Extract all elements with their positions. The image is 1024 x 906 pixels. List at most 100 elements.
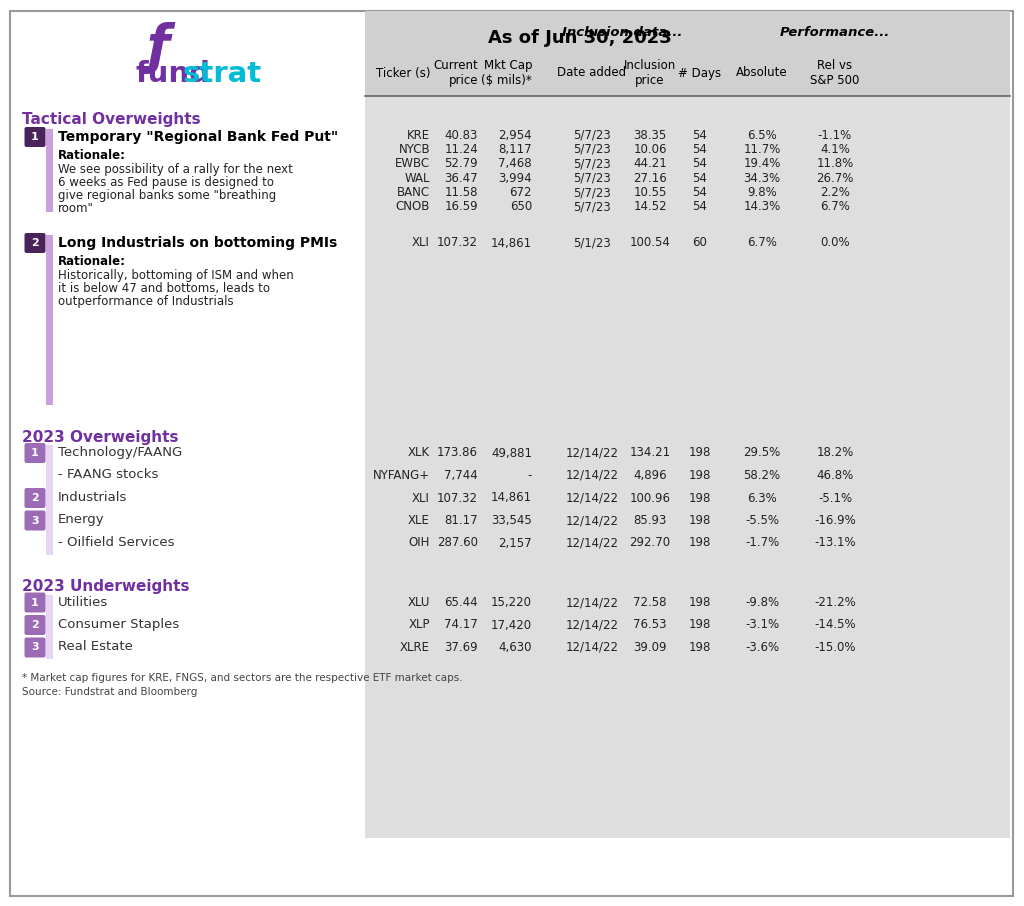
Text: 287.60: 287.60 bbox=[437, 536, 478, 550]
Text: 11.58: 11.58 bbox=[444, 186, 478, 199]
FancyBboxPatch shape bbox=[25, 443, 45, 463]
Text: 107.32: 107.32 bbox=[437, 236, 478, 249]
Text: 1: 1 bbox=[31, 597, 39, 608]
Text: 6.3%: 6.3% bbox=[748, 491, 777, 505]
Text: 4,896: 4,896 bbox=[633, 469, 667, 482]
Text: 52.79: 52.79 bbox=[444, 158, 478, 170]
Text: 2,954: 2,954 bbox=[499, 129, 532, 141]
Text: 1: 1 bbox=[31, 132, 39, 142]
Text: 5/7/23: 5/7/23 bbox=[573, 143, 611, 156]
Text: 3: 3 bbox=[31, 516, 39, 525]
Text: 173.86: 173.86 bbox=[437, 447, 478, 459]
Text: Energy: Energy bbox=[58, 514, 104, 526]
Text: -3.1%: -3.1% bbox=[744, 619, 779, 631]
Text: Performance...: Performance... bbox=[780, 25, 890, 38]
Text: 2,157: 2,157 bbox=[499, 536, 532, 550]
Text: 198: 198 bbox=[689, 447, 712, 459]
Text: -1.1%: -1.1% bbox=[818, 129, 852, 141]
Text: As of Jun 30, 2023: As of Jun 30, 2023 bbox=[488, 29, 672, 47]
Text: XLK: XLK bbox=[408, 447, 430, 459]
Text: 12/14/22: 12/14/22 bbox=[565, 514, 618, 527]
FancyBboxPatch shape bbox=[25, 638, 45, 658]
FancyBboxPatch shape bbox=[25, 615, 45, 635]
Text: 76.53: 76.53 bbox=[633, 619, 667, 631]
Text: -3.6%: -3.6% bbox=[744, 641, 779, 654]
Text: 10.55: 10.55 bbox=[633, 186, 667, 199]
FancyBboxPatch shape bbox=[25, 510, 45, 531]
Text: 292.70: 292.70 bbox=[630, 536, 671, 550]
Text: 5/7/23: 5/7/23 bbox=[573, 171, 611, 185]
Bar bbox=[365, 11, 1010, 96]
Text: 74.17: 74.17 bbox=[444, 619, 478, 631]
Text: 54: 54 bbox=[692, 158, 708, 170]
Text: Date added: Date added bbox=[557, 66, 627, 80]
Text: 12/14/22: 12/14/22 bbox=[565, 641, 618, 654]
Text: Temporary "Regional Bank Fed Put": Temporary "Regional Bank Fed Put" bbox=[58, 130, 338, 144]
Text: 11.8%: 11.8% bbox=[816, 158, 854, 170]
Text: OIH: OIH bbox=[409, 536, 430, 550]
Text: 54: 54 bbox=[692, 186, 708, 199]
Text: 19.4%: 19.4% bbox=[743, 158, 780, 170]
Text: NYCB: NYCB bbox=[398, 143, 430, 156]
Text: 40.83: 40.83 bbox=[444, 129, 478, 141]
Text: Rationale:: Rationale: bbox=[58, 149, 126, 162]
Text: 134.21: 134.21 bbox=[630, 447, 671, 459]
Text: Ticker (s): Ticker (s) bbox=[376, 66, 430, 80]
Text: 1: 1 bbox=[31, 448, 39, 458]
Text: 2: 2 bbox=[31, 493, 39, 503]
Text: -13.1%: -13.1% bbox=[814, 536, 856, 550]
Text: 15,220: 15,220 bbox=[490, 596, 532, 609]
Text: 65.44: 65.44 bbox=[444, 596, 478, 609]
Text: 7,468: 7,468 bbox=[499, 158, 532, 170]
Text: ƒ: ƒ bbox=[146, 22, 170, 74]
Text: 198: 198 bbox=[689, 469, 712, 482]
Text: 26.7%: 26.7% bbox=[816, 171, 854, 185]
Bar bbox=[365, 11, 1010, 838]
Text: 4,630: 4,630 bbox=[499, 641, 532, 654]
Text: 5/7/23: 5/7/23 bbox=[573, 200, 611, 213]
Text: outperformance of Industrials: outperformance of Industrials bbox=[58, 295, 233, 308]
Text: 17,420: 17,420 bbox=[490, 619, 532, 631]
Text: - FAANG stocks: - FAANG stocks bbox=[58, 468, 159, 481]
Text: # Days: # Days bbox=[679, 66, 722, 80]
Text: 38.35: 38.35 bbox=[634, 129, 667, 141]
Text: 10.06: 10.06 bbox=[633, 143, 667, 156]
Text: -21.2%: -21.2% bbox=[814, 596, 856, 609]
Text: 3: 3 bbox=[31, 642, 39, 652]
Text: 12/14/22: 12/14/22 bbox=[565, 596, 618, 609]
Text: NYFANG+: NYFANG+ bbox=[373, 469, 430, 482]
Text: 29.5%: 29.5% bbox=[743, 447, 780, 459]
Text: - Oilfield Services: - Oilfield Services bbox=[58, 536, 174, 549]
Text: XLI: XLI bbox=[412, 491, 430, 505]
FancyBboxPatch shape bbox=[25, 593, 45, 612]
Text: CNOB: CNOB bbox=[395, 200, 430, 213]
Text: 14,861: 14,861 bbox=[490, 491, 532, 505]
Text: Rationale:: Rationale: bbox=[58, 255, 126, 268]
Text: XLP: XLP bbox=[409, 619, 430, 631]
Text: Inclusion data...: Inclusion data... bbox=[562, 25, 682, 38]
Text: 16.59: 16.59 bbox=[444, 200, 478, 213]
Text: 34.3%: 34.3% bbox=[743, 171, 780, 185]
FancyBboxPatch shape bbox=[25, 127, 45, 147]
Text: 11.24: 11.24 bbox=[444, 143, 478, 156]
Bar bbox=[46, 445, 53, 554]
Text: -5.1%: -5.1% bbox=[818, 491, 852, 505]
Text: 2023 Overweights: 2023 Overweights bbox=[22, 430, 178, 445]
Text: XLU: XLU bbox=[408, 596, 430, 609]
Text: Current
price: Current price bbox=[433, 59, 478, 87]
Text: Industrials: Industrials bbox=[58, 491, 127, 504]
Text: 12/14/22: 12/14/22 bbox=[565, 447, 618, 459]
Text: 14.3%: 14.3% bbox=[743, 200, 780, 213]
Text: 6 weeks as Fed pause is designed to: 6 weeks as Fed pause is designed to bbox=[58, 176, 274, 189]
Text: Tactical Overweights: Tactical Overweights bbox=[22, 112, 201, 127]
Bar bbox=[46, 129, 53, 212]
Bar bbox=[46, 594, 53, 659]
Text: 2: 2 bbox=[31, 238, 39, 248]
Text: -9.8%: -9.8% bbox=[744, 596, 779, 609]
Text: 650: 650 bbox=[510, 200, 532, 213]
Text: 33,545: 33,545 bbox=[492, 514, 532, 527]
Text: XLE: XLE bbox=[409, 514, 430, 527]
Text: BANC: BANC bbox=[397, 186, 430, 199]
Text: Real Estate: Real Estate bbox=[58, 641, 133, 653]
Text: -15.0%: -15.0% bbox=[814, 641, 856, 654]
